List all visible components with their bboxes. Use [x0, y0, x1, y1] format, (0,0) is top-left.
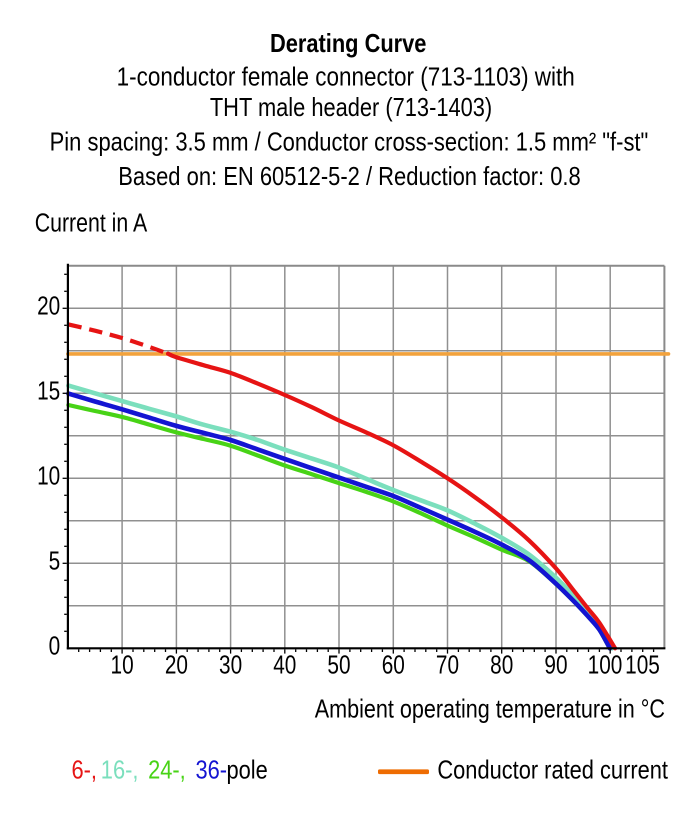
svg-text:pole: pole	[227, 756, 268, 785]
svg-text:80: 80	[490, 650, 513, 679]
svg-text:60: 60	[382, 650, 405, 679]
svg-text:16-,: 16-,	[101, 756, 139, 785]
svg-text:105: 105	[625, 650, 660, 679]
svg-text:Ambient operating temperature: Ambient operating temperature in °C	[315, 695, 665, 724]
svg-text:36-: 36-	[196, 756, 228, 785]
svg-text:20: 20	[165, 650, 188, 679]
svg-text:70: 70	[436, 650, 459, 679]
svg-text:6-,: 6-,	[72, 756, 97, 785]
svg-text:40: 40	[273, 650, 296, 679]
svg-text:0: 0	[49, 631, 61, 660]
svg-text:Conductor rated current: Conductor rated current	[437, 756, 668, 785]
svg-text:5: 5	[49, 546, 61, 575]
svg-text:50: 50	[327, 650, 350, 679]
svg-text:15: 15	[37, 376, 60, 405]
svg-text:Derating Curve: Derating Curve	[270, 29, 426, 58]
svg-text:100: 100	[588, 650, 623, 679]
svg-text:90: 90	[544, 650, 567, 679]
svg-text:24-,: 24-,	[148, 756, 186, 785]
svg-text:20: 20	[37, 291, 60, 320]
svg-text:1-conductor female connector (: 1-conductor female connector (713-1103) …	[117, 63, 575, 92]
svg-text:10: 10	[37, 461, 60, 490]
svg-text:THT male header (713-1403): THT male header (713-1403)	[210, 93, 492, 122]
svg-text:Pin spacing: 3.5 mm / Conducto: Pin spacing: 3.5 mm / Conductor cross-se…	[50, 128, 649, 157]
svg-text:Based on: EN 60512-5-2 / Reduc: Based on: EN 60512-5-2 / Reduction facto…	[118, 163, 580, 192]
svg-text:10: 10	[111, 650, 134, 679]
svg-text:Current in A: Current in A	[35, 209, 148, 239]
svg-text:30: 30	[219, 650, 242, 679]
